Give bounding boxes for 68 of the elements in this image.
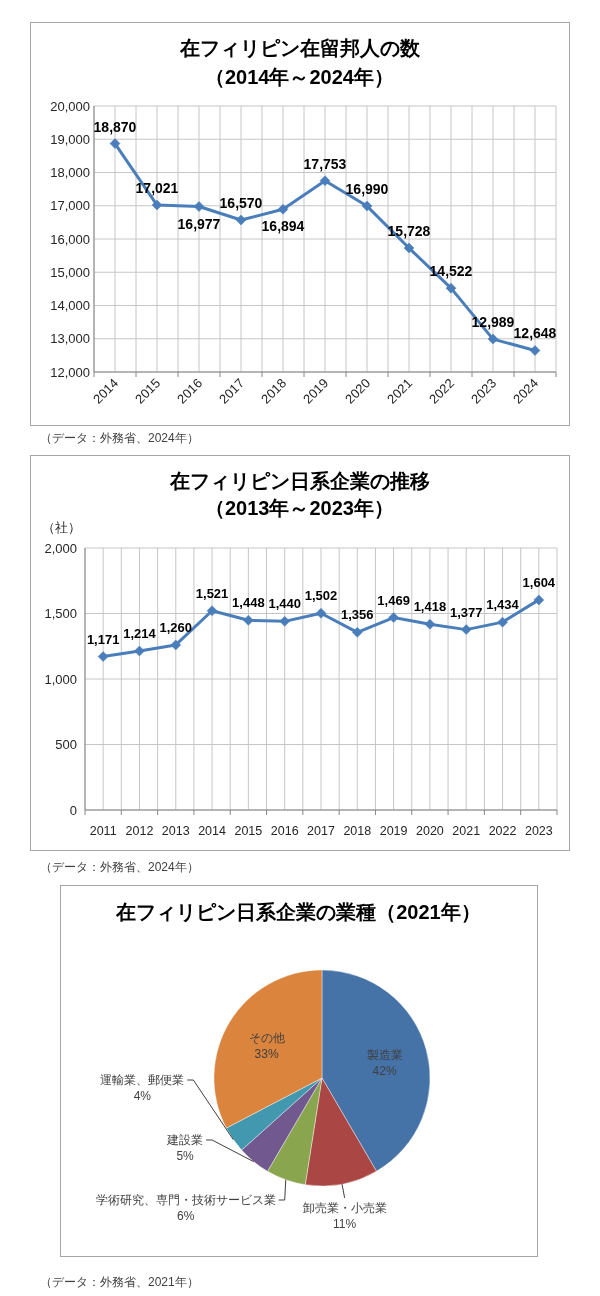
data-label: 1,469	[377, 592, 410, 608]
data-label: 16,894	[261, 218, 305, 235]
slice-label: 学術研究、専門・技術サービス業	[95, 1193, 276, 1207]
y-axis-title: （社）	[42, 520, 81, 535]
slice-label: 運輸業、郵便業	[100, 1073, 185, 1087]
chart-subtitle: （2013年～2023年）	[205, 497, 394, 519]
data-label: 5%	[176, 1149, 195, 1163]
data-label: 1,434	[486, 597, 520, 613]
y-tick-label: 15,000	[50, 264, 90, 280]
data-label: 6%	[177, 1209, 195, 1223]
slice-label: その他	[248, 1031, 285, 1046]
x-tick-label: 2020	[416, 824, 444, 838]
data-label: 16,977	[177, 215, 221, 232]
data-label: 1,260	[159, 619, 193, 635]
x-tick-label: 2019	[379, 824, 408, 838]
text: （データ：外務省、2024年）	[40, 860, 199, 874]
slice-label: 卸売業・小売業	[302, 1200, 387, 1215]
data-label: 4%	[133, 1089, 152, 1103]
data-label: 12,648	[513, 325, 557, 342]
chart-title: 在フィリピン日系企業の推移	[168, 470, 430, 492]
data-label: 11%	[333, 1216, 357, 1231]
chart-title: 在フィリピン日系企業の業種（2021年）	[115, 901, 481, 923]
data-label: 16,990	[345, 181, 389, 198]
data-label: 1,521	[195, 585, 229, 601]
data-label: 1,377	[449, 604, 483, 620]
y-tick-label: 16,000	[50, 231, 90, 247]
y-tick-label: 13,000	[50, 331, 90, 347]
y-tick-label: 19,000	[50, 131, 90, 147]
x-tick-label: 2013	[161, 824, 190, 838]
x-tick-label: 2016	[270, 824, 299, 838]
y-tick-label: 18,000	[50, 165, 90, 181]
x-tick-label: 2021	[452, 824, 481, 838]
data-label: 42%	[372, 1064, 397, 1079]
data-label: 1,440	[268, 596, 301, 612]
slice-label: 製造業	[366, 1048, 403, 1063]
x-tick-label: 2012	[125, 824, 154, 838]
data-label: 1,502	[304, 588, 338, 604]
data-label: 1,356	[341, 607, 374, 623]
y-tick-label: 12,000	[50, 364, 90, 380]
y-tick-label: 1,500	[44, 606, 77, 622]
x-tick-label: 2011	[89, 824, 117, 838]
data-label: 1,448	[232, 595, 265, 611]
y-tick-label: 2,000	[44, 540, 77, 556]
x-tick-label: 2023	[524, 824, 553, 838]
chart-subtitle: （2014年～2024年）	[205, 66, 394, 88]
data-label: 1,171	[86, 631, 120, 647]
text: （データ：外務省、2021年）	[40, 1275, 199, 1289]
x-tick-label: 2017	[307, 824, 335, 838]
y-tick-label: 17,000	[50, 198, 90, 214]
data-label: 33%	[254, 1047, 279, 1062]
data-label: 17,753	[303, 155, 347, 172]
text: （データ：外務省、2024年）	[40, 431, 199, 445]
y-tick-label: 14,000	[50, 298, 90, 314]
y-tick-label: 0	[69, 802, 77, 818]
slice-label: 建設業	[166, 1133, 204, 1147]
y-tick-label: 500	[55, 737, 77, 753]
data-label: 18,870	[93, 118, 137, 135]
y-tick-label: 1,000	[44, 671, 77, 687]
data-label: 1,418	[413, 599, 447, 615]
chart-title: 在フィリピン在留邦人の数	[178, 37, 421, 59]
data-label: 1,214	[123, 625, 157, 641]
data-label: 1,604	[522, 574, 556, 590]
x-tick-label: 2022	[488, 824, 517, 838]
data-label: 16,570	[219, 195, 263, 212]
x-tick-label: 2014	[198, 824, 227, 838]
x-tick-label: 2015	[234, 824, 263, 838]
y-tick-label: 20,000	[50, 98, 90, 114]
x-tick-label: 2018	[343, 824, 372, 838]
